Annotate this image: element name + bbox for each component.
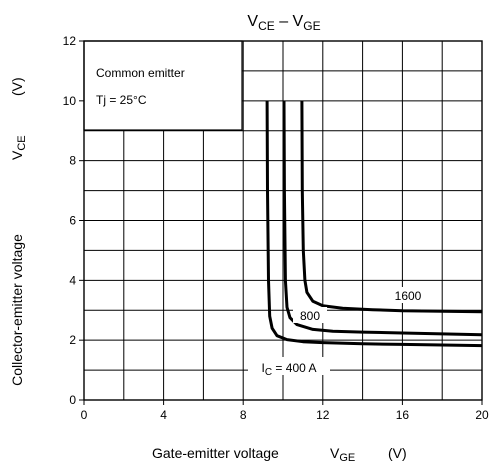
axis-ticks: 0 4 8 12 16 20 0 2 4 6 8 10 12	[63, 34, 489, 422]
y-tick-label: 0	[69, 393, 76, 407]
y-tick-label: 10	[63, 94, 77, 108]
series-label-1600: 1600	[395, 289, 422, 303]
series-label-400-bg	[248, 357, 330, 375]
x-axis-label-text: Gate-emitter voltage	[152, 445, 279, 461]
x-axis-label-sym: V	[330, 445, 340, 461]
series-curves	[265, 100, 483, 348]
series-label-400-sub: C	[265, 367, 272, 378]
x-tick-label: 8	[240, 408, 247, 422]
x-tick-label: 12	[316, 408, 330, 422]
x-tick-label: 0	[81, 408, 88, 422]
y-tick-label: 4	[69, 273, 76, 287]
conditions-line1: Common emitter	[96, 66, 185, 80]
y-tick-label: 12	[63, 34, 77, 48]
series-line-1600	[300, 100, 483, 314]
y-axis-label-text: Collector-emitter voltage	[9, 234, 25, 386]
conditions-box: Common emitter Tj = 25°C	[83, 40, 243, 131]
conditions-line2: Tj = 25°C	[96, 93, 147, 107]
series-label-1600-bg	[387, 287, 429, 303]
y-tick-label: 6	[69, 214, 76, 228]
title-sep: – V	[275, 13, 304, 30]
title-sub1: CE	[258, 19, 275, 33]
y-axis-label: Collector-emitter voltage	[9, 234, 25, 386]
y-tick-label: 8	[69, 154, 76, 168]
series-label-800: 800	[300, 309, 320, 323]
x-axis-label-unit: (V)	[388, 445, 407, 461]
series-label-400-pre: I	[262, 361, 265, 375]
y-tick-label: 2	[69, 333, 76, 347]
series-label-1600-group: 1600	[387, 287, 429, 303]
y-axis-label-group: Collector-emitter voltage VCE (V)	[9, 77, 28, 386]
x-axis-label: Gate-emitter voltage VGE (V)	[152, 445, 407, 464]
chart-title: VCE – VGE	[247, 13, 320, 33]
conditions-box-frame	[83, 40, 243, 131]
x-tick-label: 16	[396, 408, 410, 422]
y-axis-label-unit: (V)	[9, 77, 25, 96]
y-axis-label-sub: CE	[16, 135, 28, 150]
series-line-400	[265, 100, 483, 348]
title-sub2: GE	[303, 19, 320, 33]
x-tick-label: 4	[160, 408, 167, 422]
series-label-400: IC = 400 A	[262, 361, 317, 378]
series-label-800-bg	[293, 307, 327, 323]
series-line-800	[282, 100, 483, 337]
x-tick-label: 20	[475, 408, 489, 422]
title-base: V	[247, 13, 258, 30]
x-axis-label-sub: GE	[339, 452, 355, 464]
y-axis-label-sym: V	[9, 150, 25, 160]
series-label-400-group: IC = 400 A	[248, 357, 330, 378]
y-axis-label-symbol: VCE	[9, 135, 28, 160]
series-label-800-group: 800	[293, 307, 327, 323]
series-label-400-post: = 400 A	[272, 361, 316, 375]
